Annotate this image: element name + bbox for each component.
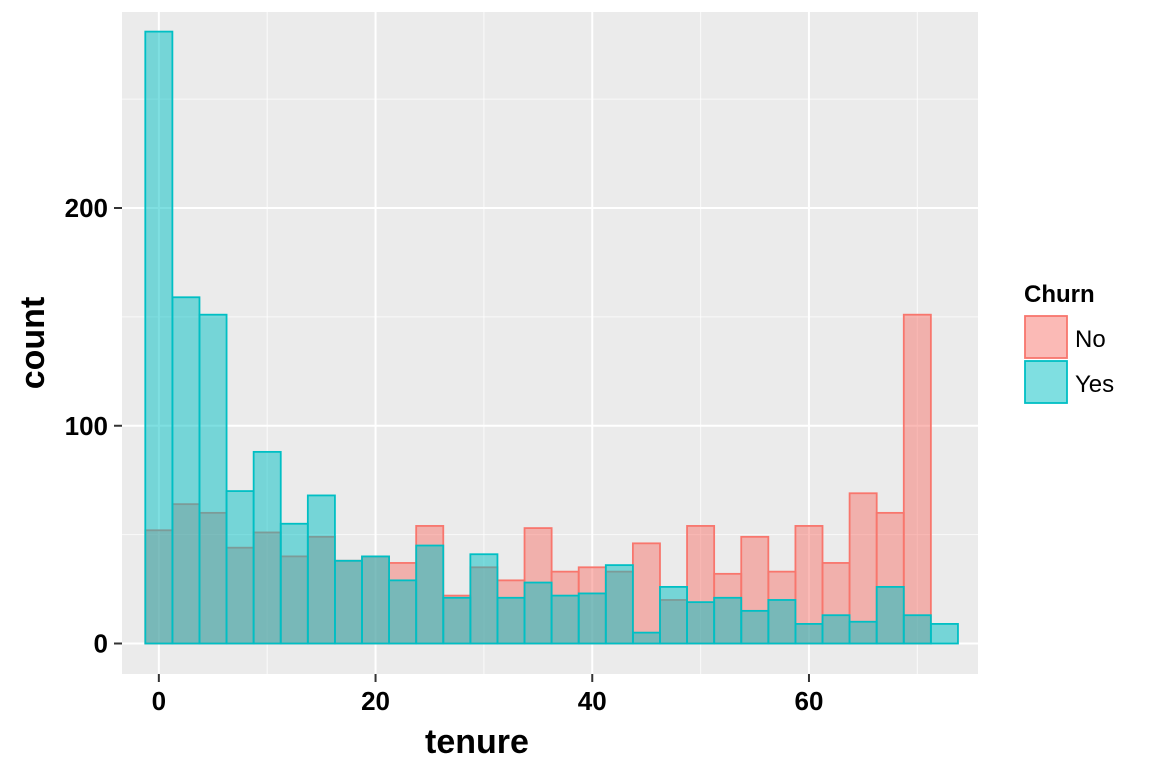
- legend-item-no: No: [1024, 315, 1106, 359]
- y-tick-label: 200: [65, 193, 108, 223]
- bar-yes-29: [929, 623, 959, 645]
- bar-yes-13: [496, 596, 526, 645]
- x-tick-label: 0: [152, 686, 166, 716]
- y-tick-label: 0: [94, 629, 108, 659]
- y-axis-title: count: [14, 297, 52, 390]
- bar-no-18: [631, 542, 661, 645]
- bar-yes-10: [415, 544, 445, 645]
- legend-item-yes: Yes: [1024, 360, 1114, 404]
- bar-yes-19: [659, 585, 688, 645]
- x-axis-title: tenure: [425, 723, 529, 761]
- legend-label-no: No: [1075, 326, 1106, 353]
- bar-yes-17: [604, 564, 634, 645]
- bar-yes-5: [279, 522, 309, 645]
- bar-yes-2: [198, 313, 228, 645]
- legend-title: Churn: [1024, 281, 1095, 308]
- bar-yes-6: [306, 494, 336, 645]
- legend-key-no: [1024, 315, 1068, 359]
- bar-yes-26: [848, 620, 878, 645]
- bar-yes-7: [334, 559, 363, 645]
- bar-yes-3: [225, 490, 255, 645]
- legend-label-yes: Yes: [1075, 371, 1114, 398]
- bar-yes-1: [171, 296, 201, 645]
- series-yes-bars: [144, 30, 959, 645]
- legend-key-yes: [1024, 360, 1068, 404]
- bar-yes-18: [631, 631, 661, 645]
- x-tick-labels: 0 20 40 60: [152, 686, 824, 716]
- x-tick-label: 20: [361, 686, 390, 716]
- bar-yes-14: [523, 581, 553, 645]
- bar-yes-21: [713, 596, 743, 645]
- bar-yes-25: [821, 614, 851, 645]
- bar-no-28: [902, 313, 932, 645]
- bar-yes-11: [442, 596, 472, 645]
- y-tick-label: 100: [65, 411, 108, 441]
- bar-yes-12: [469, 553, 499, 645]
- bar-yes-24: [794, 623, 824, 645]
- bar-yes-8: [361, 555, 390, 645]
- bar-yes-23: [767, 599, 797, 645]
- axis-ticks: [114, 206, 810, 682]
- bar-yes-15: [550, 594, 580, 645]
- minor-gridlines: [122, 12, 978, 674]
- y-tick-labels: 0 100 200: [65, 193, 108, 659]
- bar-yes-20: [686, 601, 716, 645]
- bar-yes-0: [144, 30, 174, 645]
- bar-yes-16: [577, 592, 607, 645]
- bar-yes-28: [902, 614, 932, 645]
- legend: Churn No Yes: [1024, 281, 1114, 404]
- x-tick-label: 60: [795, 686, 824, 716]
- bar-yes-9: [388, 579, 418, 645]
- bar-yes-4: [252, 450, 282, 645]
- bar-yes-22: [740, 609, 770, 645]
- x-tick-label: 40: [578, 686, 607, 716]
- bar-yes-27: [875, 585, 905, 645]
